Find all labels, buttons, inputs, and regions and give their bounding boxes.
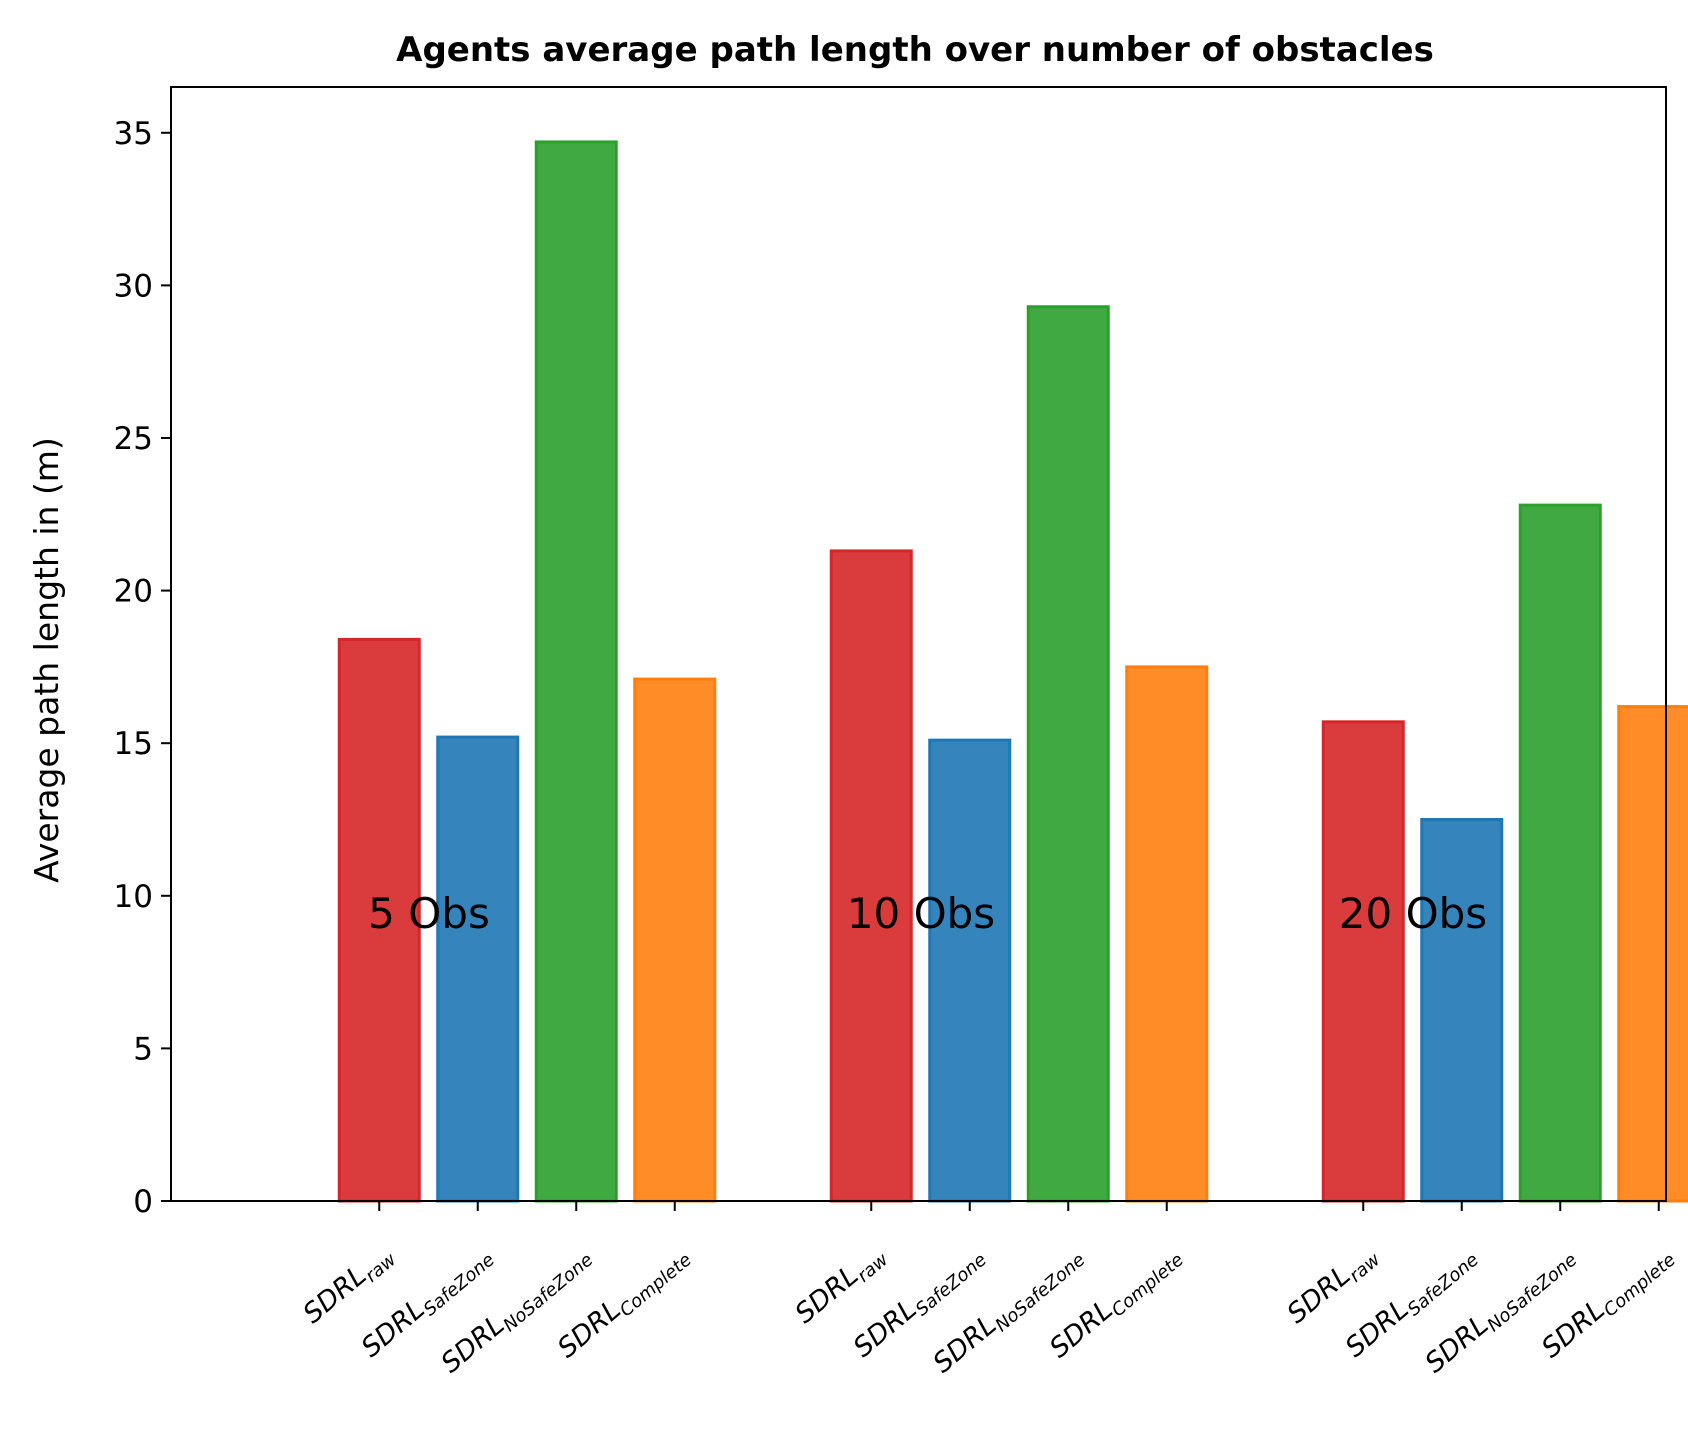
group-label: 10 Obs — [847, 889, 995, 938]
x-tick-label-sub: Complete — [1108, 1249, 1188, 1321]
bar-complete-1 — [633, 677, 717, 1203]
y-tick-label: 0 — [133, 1184, 153, 1220]
x-tick-label-sub: SafeZone — [912, 1249, 991, 1320]
x-tick-label-sub: SafeZone — [420, 1249, 499, 1320]
bar-raw-3 — [1321, 720, 1405, 1203]
bar-raw-2 — [829, 549, 913, 1203]
bar-nosafezone-3 — [1518, 503, 1602, 1203]
bar-complete-2 — [1125, 665, 1209, 1203]
plot-frame — [170, 86, 1667, 1202]
bar-safezone-2 — [928, 738, 1012, 1203]
y-tick-label: 15 — [114, 726, 153, 762]
bar-complete-3 — [1617, 705, 1688, 1203]
y-tick-label: 20 — [114, 574, 153, 610]
bar-safezone-3 — [1420, 817, 1504, 1203]
chart-title: Agents average path length over number o… — [396, 30, 1434, 70]
x-tick-label-sub: Complete — [616, 1249, 696, 1321]
bar-nosafezone-2 — [1026, 305, 1110, 1203]
bar-raw-1 — [337, 637, 421, 1203]
group-label: 5 Obs — [368, 889, 490, 938]
y-tick-label: 25 — [114, 421, 153, 457]
y-tick-label: 35 — [114, 116, 153, 152]
y-tick-label: 10 — [114, 879, 153, 915]
bars-layer — [337, 140, 1688, 1203]
x-tick-label-sub: Complete — [1600, 1249, 1680, 1321]
group-label: 20 Obs — [1339, 889, 1487, 938]
y-axis-label: Average path length in (m) — [27, 437, 66, 883]
group-labels-layer: 5 Obs 10 Obs 20 Obs — [368, 889, 1487, 938]
bar-safezone-1 — [436, 735, 520, 1203]
y-tick-label: 30 — [114, 268, 153, 304]
x-tick-label-sub: SafeZone — [1404, 1249, 1483, 1320]
y-tick-label: 5 — [133, 1031, 153, 1067]
bar-nosafezone-1 — [534, 140, 618, 1203]
y-axis: 0 5 10 15 20 25 30 35 — [114, 116, 171, 1220]
x-axis: SDRLrawSDRLSafeZoneSDRLNoSafeZoneSDRLCom… — [297, 1201, 1680, 1379]
